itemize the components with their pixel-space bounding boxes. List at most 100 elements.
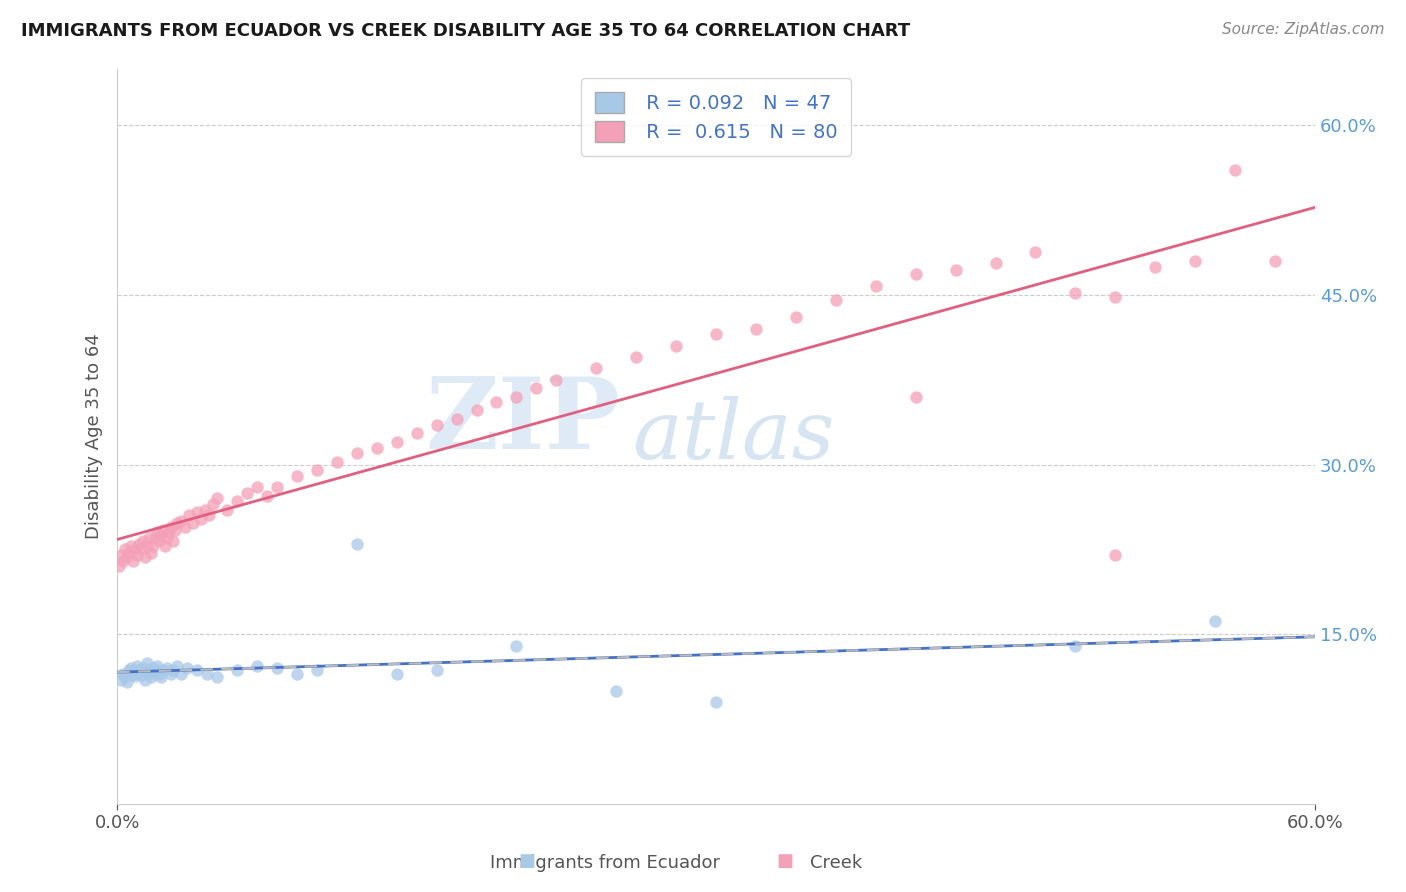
Point: [1064, 639, 1087, 653]
Point: [160, 520, 183, 534]
Point: [118, 546, 141, 560]
Point: [945, 263, 967, 277]
Point: [139, 670, 162, 684]
Point: [266, 661, 288, 675]
Point: [114, 542, 136, 557]
Text: atlas: atlas: [633, 396, 835, 476]
Point: [745, 322, 768, 336]
Point: [346, 537, 368, 551]
Point: [128, 537, 150, 551]
Point: [426, 664, 449, 678]
Point: [1104, 290, 1126, 304]
Point: [865, 278, 887, 293]
Point: [1204, 614, 1226, 628]
Point: [166, 516, 188, 531]
Point: [152, 664, 174, 678]
Text: Immigrants from Ecuador: Immigrants from Ecuador: [489, 855, 720, 872]
Point: [142, 539, 165, 553]
Point: [585, 361, 607, 376]
Point: [139, 546, 162, 560]
Point: [146, 659, 169, 673]
Point: [148, 534, 170, 549]
Point: [162, 534, 184, 549]
Point: [1184, 253, 1206, 268]
Point: [505, 639, 527, 653]
Point: [665, 339, 688, 353]
Point: [824, 293, 846, 308]
Legend:  R = 0.092   N = 47,  R =  0.615   N = 80: R = 0.092 N = 47, R = 0.615 N = 80: [581, 78, 851, 155]
Point: [136, 666, 159, 681]
Text: ■: ■: [519, 852, 536, 870]
Point: [162, 664, 184, 678]
Point: [177, 508, 200, 523]
Point: [246, 480, 269, 494]
Point: [704, 327, 727, 342]
Point: [134, 673, 156, 687]
Point: [174, 520, 197, 534]
Point: [110, 673, 132, 687]
Point: [156, 661, 179, 675]
Point: [165, 523, 187, 537]
Point: [120, 661, 142, 675]
Point: [904, 390, 927, 404]
Point: [1223, 163, 1246, 178]
Point: [256, 489, 278, 503]
Point: [114, 670, 136, 684]
Point: [110, 548, 132, 562]
Point: [190, 512, 212, 526]
Point: [112, 666, 135, 681]
Point: [127, 548, 149, 562]
Point: [156, 531, 179, 545]
Point: [205, 670, 228, 684]
Point: [127, 665, 149, 680]
Point: [426, 417, 449, 432]
Point: [226, 493, 249, 508]
Text: ZIP: ZIP: [426, 373, 620, 470]
Point: [153, 539, 176, 553]
Point: [305, 664, 328, 678]
Point: [115, 674, 138, 689]
Point: [1064, 285, 1087, 300]
Point: [152, 523, 174, 537]
Point: [605, 683, 627, 698]
Text: IMMIGRANTS FROM ECUADOR VS CREEK DISABILITY AGE 35 TO 64 CORRELATION CHART: IMMIGRANTS FROM ECUADOR VS CREEK DISABIL…: [21, 22, 910, 40]
Point: [366, 441, 388, 455]
Point: [129, 542, 152, 557]
Point: [112, 554, 135, 568]
Point: [485, 395, 508, 409]
Point: [285, 468, 308, 483]
Point: [129, 668, 152, 682]
Point: [385, 666, 408, 681]
Point: [143, 666, 166, 681]
Point: [446, 412, 468, 426]
Text: ■: ■: [776, 852, 793, 870]
Point: [1104, 548, 1126, 562]
Point: [142, 661, 165, 675]
Point: [132, 661, 155, 675]
Point: [132, 534, 155, 549]
Y-axis label: Disability Age 35 to 64: Disability Age 35 to 64: [86, 334, 103, 539]
Point: [1144, 260, 1167, 274]
Point: [160, 666, 183, 681]
Point: [143, 531, 166, 545]
Point: [146, 664, 169, 678]
Point: [1024, 244, 1046, 259]
Point: [984, 256, 1007, 270]
Point: [465, 403, 488, 417]
Point: [198, 508, 221, 523]
Point: [148, 666, 170, 681]
Point: [136, 539, 159, 553]
Point: [115, 550, 138, 565]
Point: [285, 666, 308, 681]
Point: [157, 525, 180, 540]
Point: [785, 310, 807, 325]
Point: [202, 497, 225, 511]
Point: [127, 659, 149, 673]
Point: [385, 434, 408, 449]
Point: [904, 268, 927, 282]
Point: [122, 554, 145, 568]
Point: [146, 525, 169, 540]
Point: [215, 503, 238, 517]
Point: [170, 666, 193, 681]
Point: [166, 659, 188, 673]
